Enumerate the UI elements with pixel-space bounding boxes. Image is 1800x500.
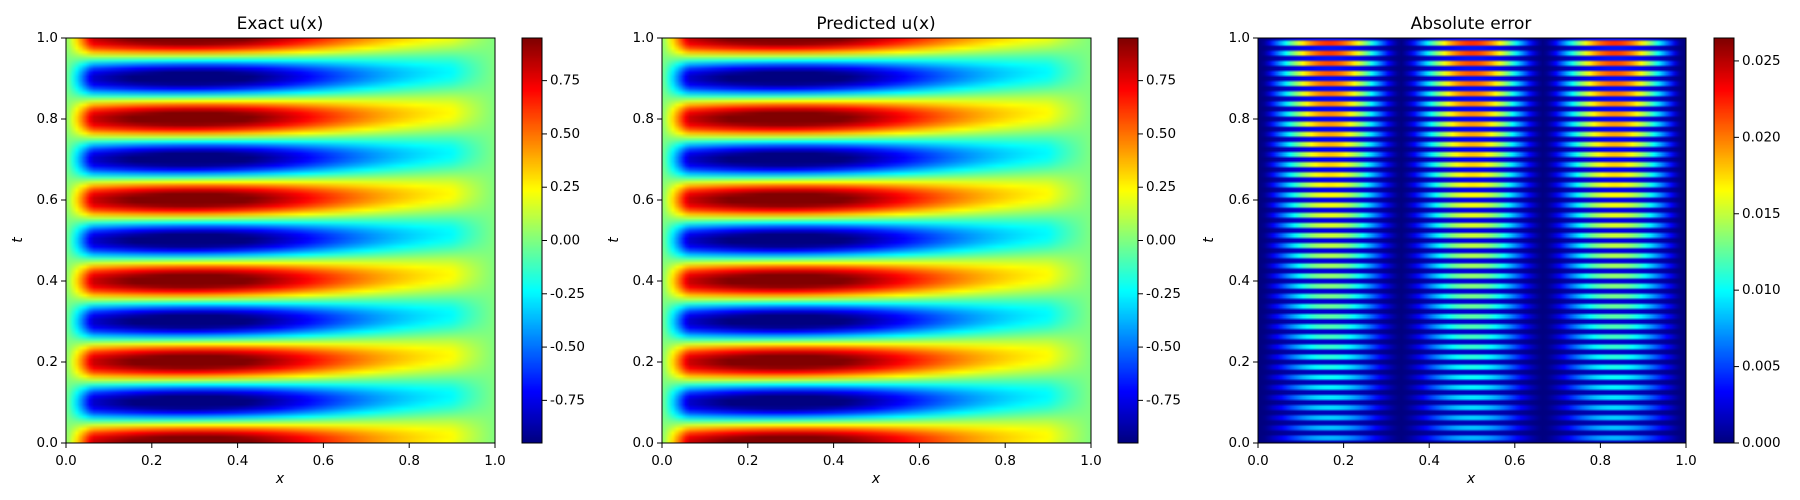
x-tick-label: 0.0 (1247, 453, 1268, 469)
plot-frame (661, 37, 1092, 444)
y-axis-label: t (10, 237, 26, 243)
colorbar-tick-label: -0.75 (1146, 392, 1181, 408)
y-axis: 0.0 0.2 0.4 0.6 0.8 1.0 (1229, 30, 1258, 451)
x-tick-label: 0.6 (313, 453, 334, 469)
panel-title: Predicted u(x) (816, 14, 935, 34)
colorbar-tick-label: -0.50 (550, 339, 585, 355)
colorbar-tick-label: 0.010 (1742, 282, 1781, 298)
y-tick-label: 0.6 (37, 192, 58, 208)
x-tick-label: 0.4 (1418, 453, 1439, 469)
colorbar-tick-label: 0.025 (1742, 53, 1781, 69)
y-axis-label: t (1201, 237, 1217, 243)
colorbar-frame (1713, 37, 1735, 444)
colorbar-gradient (1118, 38, 1138, 443)
colorbar-tick-label: 0.00 (1146, 233, 1176, 249)
x-axis: 0.0 0.2 0.4 0.6 0.8 1.0 (651, 443, 1102, 469)
plot-frame (1257, 37, 1687, 444)
y-tick-label: 0.0 (1229, 435, 1250, 451)
x-axis-label: x (275, 471, 285, 487)
colorbar-tick-label: 0.005 (1742, 359, 1781, 375)
x-tick-label: 0.4 (823, 453, 844, 469)
y-tick-label: 1.0 (1229, 30, 1250, 46)
x-tick-label: 0.4 (227, 453, 248, 469)
x-axis: 0.0 0.2 0.4 0.6 0.8 1.0 (55, 443, 506, 469)
colorbar-tick-label: 0.50 (1146, 126, 1176, 142)
x-tick-label: 0.0 (55, 453, 76, 469)
x-tick-label: 0.2 (1333, 453, 1354, 469)
y-tick-label: 0.4 (37, 273, 58, 289)
x-tick-label: 1.0 (1080, 453, 1101, 469)
colorbar-tick-label: 0.25 (1146, 179, 1176, 195)
y-tick-label: 0.2 (633, 354, 654, 370)
colorbar-tick-label: 0.25 (550, 179, 580, 195)
x-tick-label: 0.6 (909, 453, 930, 469)
x-tick-label: 1.0 (484, 453, 505, 469)
x-axis: 0.0 0.2 0.4 0.6 0.8 1.0 (1247, 443, 1697, 469)
colorbar-ticks: -0.75 -0.50 -0.25 0.00 0.25 0.50 0.75 (1138, 73, 1181, 408)
y-tick-label: 0.8 (633, 111, 654, 127)
panel-title: Exact u(x) (237, 14, 324, 34)
x-tick-label: 0.6 (1504, 453, 1525, 469)
panel-absolute-error: Absolute error 0.0 0.2 0.4 0.6 0.8 1.0 0.0 0.2… (1201, 14, 1781, 487)
y-tick-label: 0.8 (37, 111, 58, 127)
y-tick-label: 0.6 (633, 192, 654, 208)
y-tick-label: 0.8 (1229, 111, 1250, 127)
x-axis-label: x (871, 471, 881, 487)
x-axis-label: x (1466, 471, 1476, 487)
y-tick-label: 0.0 (37, 435, 58, 451)
colorbar-tick-label: 0.015 (1742, 206, 1781, 222)
colorbar-tick-label: -0.75 (550, 392, 585, 408)
panel-exact: Exact u(x) 0.0 0.2 0.4 0.6 0.8 1.0 0.00.20.40… (10, 14, 585, 487)
y-tick-label: 0.2 (1229, 354, 1250, 370)
plot-frame (65, 37, 496, 444)
colorbar-tick-label: 0.50 (550, 126, 580, 142)
x-tick-label: 0.8 (994, 453, 1015, 469)
colorbar-tick-label: -0.25 (1146, 286, 1181, 302)
panel-predicted: Predicted u(x) 0.0 0.2 0.4 0.6 0.8 1.0 0.0 0.2… (606, 14, 1181, 487)
x-tick-label: 0.8 (1590, 453, 1611, 469)
colorbar-tick-label: -0.50 (1146, 339, 1181, 355)
colorbar-tick-label: 0.000 (1742, 435, 1781, 451)
y-tick-label: 0.6 (1229, 192, 1250, 208)
colorbar-tick-label: -0.25 (550, 286, 585, 302)
y-tick-label: 1.0 (633, 30, 654, 46)
x-tick-label: 0.0 (651, 453, 672, 469)
y-axis: 0.0 0.2 0.4 0.6 0.8 1.0 (37, 30, 66, 451)
heatmap-image (1258, 38, 1686, 443)
y-tick-label: 1.0 (37, 30, 58, 46)
colorbar-gradient (1714, 38, 1734, 443)
y-axis: 0.0 0.2 0.4 0.6 0.8 1.0 (633, 30, 662, 451)
y-tick-label: 0.4 (633, 273, 654, 289)
colorbar-tick-label: 0.75 (1146, 73, 1176, 89)
colorbar-tick-label: 0.020 (1742, 129, 1781, 145)
colorbar-gradient (522, 38, 542, 443)
y-axis-label: t (606, 237, 622, 243)
y-tick-label: 0.2 (37, 354, 58, 370)
x-tick-label: 0.2 (737, 453, 758, 469)
colorbar-ticks: -0.75 -0.50 -0.25 0.00 0.25 0.50 0.75 (542, 73, 585, 408)
colorbar-tick-label: 0.00 (550, 233, 580, 249)
colorbar-tick-label: 0.75 (550, 73, 580, 89)
heatmap-image (662, 38, 1091, 443)
x-tick-label: 0.2 (141, 453, 162, 469)
panel-title: Absolute error (1411, 14, 1532, 34)
y-tick-label: 0.4 (1229, 273, 1250, 289)
x-tick-label: 1.0 (1675, 453, 1696, 469)
colorbar-ticks: 0.000 0.005 0.010 0.015 0.020 0.025 (1734, 53, 1781, 451)
y-tick-label: 0.0 (633, 435, 654, 451)
x-tick-label: 0.8 (398, 453, 419, 469)
heatmap-image (66, 38, 495, 443)
